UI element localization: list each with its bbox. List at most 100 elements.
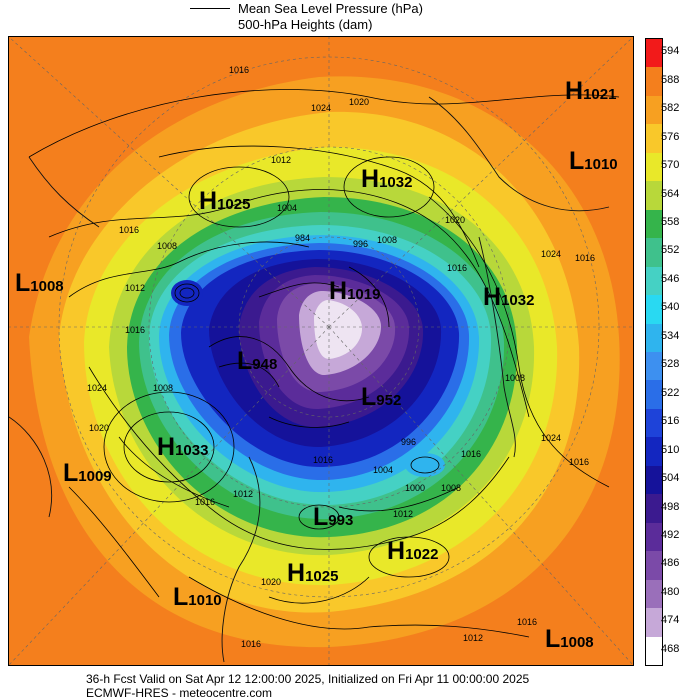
legend-line-swatch <box>190 7 230 9</box>
colorbar-tick-label: 540 <box>661 301 680 314</box>
pressure-low-label: L952 <box>361 383 401 412</box>
isobar-label: 1004 <box>277 203 298 213</box>
colorbar-tick-label: 558 <box>661 215 680 228</box>
pressure-high-label: H1032 <box>483 283 534 312</box>
isobar-label: 1008 <box>153 383 174 393</box>
colorbar-swatch <box>646 494 662 524</box>
colorbar-swatch <box>646 39 662 68</box>
colorbar-tick-label: 468 <box>661 642 680 655</box>
pressure-high-label: H1022 <box>387 537 438 566</box>
isobar-label: 1012 <box>463 633 484 643</box>
isobar-label: 1016 <box>229 65 250 75</box>
map-legend: Mean Sea Level Pressure (hPa) 500-hPa He… <box>190 0 490 36</box>
system-type: H <box>199 187 218 215</box>
isobar-label: 1008 <box>377 235 398 245</box>
isobar-label: 1008 <box>157 241 178 251</box>
pressure-high-label: H1019 <box>329 277 380 306</box>
colorbar-tick-label: 582 <box>661 102 680 115</box>
isobar-label: 1016 <box>119 225 140 235</box>
colorbar-tick-label: 498 <box>661 500 680 513</box>
colorbar-swatch <box>646 437 662 467</box>
pressure-high-label: H1025 <box>287 559 338 588</box>
colorbar-tick-label: 528 <box>661 358 680 371</box>
map-field-svg <box>9 37 633 665</box>
colorbar-tick-label: 504 <box>661 472 680 485</box>
system-type: L <box>63 459 79 487</box>
isobar-label: 1016 <box>569 457 590 467</box>
isobar-label: 1016 <box>195 497 216 507</box>
colorbar-swatch <box>646 124 662 154</box>
pressure-low-label: L1009 <box>63 459 112 488</box>
isobar-label: 1012 <box>393 509 414 519</box>
colorbar-swatch <box>646 636 662 666</box>
graticule <box>9 37 633 665</box>
isobar-label: 1016 <box>241 639 262 649</box>
system-type: H <box>287 559 306 587</box>
colorbar-swatch <box>646 181 662 211</box>
isobar-label: 1020 <box>89 423 110 433</box>
pressure-high-label: H1025 <box>199 187 250 216</box>
isobar-label: 1016 <box>517 617 538 627</box>
isobar-label: 1024 <box>87 383 108 393</box>
colorbar-tick-label: 516 <box>661 415 680 428</box>
colorbar-tick-label: 510 <box>661 443 680 456</box>
colorbar-tick-label: 486 <box>661 557 680 570</box>
polar-stereographic-map: H1021 L1010 H1032 H1025 L1008 H1019 H103… <box>8 36 634 666</box>
isobar-label: 1020 <box>349 97 370 107</box>
pressure-high-label: H1033 <box>157 433 208 462</box>
colorbar-swatch <box>646 152 662 182</box>
colorbar-tick-label: 588 <box>661 73 680 86</box>
system-type: H <box>483 283 502 311</box>
colorbar-swatch <box>646 295 662 325</box>
system-type: L <box>361 383 377 411</box>
system-type: H <box>361 165 380 193</box>
isobar-label: 1024 <box>311 103 332 113</box>
system-value: 1010 <box>584 156 618 173</box>
legend-heights-label: 500-hPa Heights (dam) <box>238 16 373 32</box>
pressure-high-label: H1021 <box>565 77 616 106</box>
colorbar-swatch <box>646 238 662 268</box>
isobar-label: 1000 <box>405 483 426 493</box>
isobar-label: 984 <box>295 233 311 243</box>
legend-mslp: Mean Sea Level Pressure (hPa) <box>190 0 423 16</box>
system-value: 948 <box>252 356 278 373</box>
system-value: 1021 <box>583 86 617 103</box>
system-type: L <box>15 269 31 297</box>
colorbar-tick-label: 480 <box>661 585 680 598</box>
system-value: 952 <box>376 392 402 409</box>
colorbar-swatch <box>646 266 662 296</box>
legend-mslp-label: Mean Sea Level Pressure (hPa) <box>238 0 423 16</box>
isobar-label: 1012 <box>125 283 146 293</box>
model-source-text: ECMWF-HRES - meteocentre.com <box>86 686 273 700</box>
system-type: H <box>157 433 176 461</box>
system-value: 1022 <box>405 546 439 563</box>
isobar-label: 1024 <box>541 433 562 443</box>
system-value: 1033 <box>175 442 209 459</box>
colorbar-swatch <box>646 95 662 125</box>
isobar-label: 1012 <box>233 489 254 499</box>
system-type: H <box>329 277 348 305</box>
colorbar-swatch <box>646 352 662 381</box>
system-type: H <box>565 77 584 105</box>
pressure-low-label: L993 <box>313 503 353 532</box>
colorbar-tick-label: 534 <box>661 329 680 342</box>
colorbar-swatch <box>646 608 662 638</box>
colorbar-tick-label: 546 <box>661 272 680 285</box>
isobar-label: 1016 <box>575 253 596 263</box>
legend-heights: 500-hPa Heights (dam) <box>238 16 372 32</box>
colorbar-tick-label: 564 <box>661 187 680 200</box>
height-colorbar <box>645 38 663 666</box>
isobar-label: 1020 <box>445 215 466 225</box>
system-type: H <box>387 537 406 565</box>
isobar-label: 996 <box>401 437 417 447</box>
map-footer: 36-h Fcst Valid on Sat Apr 12 12:00:00 2… <box>86 672 529 700</box>
system-value: 1008 <box>560 634 594 651</box>
pressure-low-label: L1008 <box>15 269 64 298</box>
system-type: L <box>569 147 585 175</box>
isobar-label: 1008 <box>441 483 462 493</box>
isobar-label: 1004 <box>373 465 394 475</box>
forecast-valid-text: 36-h Fcst Valid on Sat Apr 12 12:00:00 2… <box>86 672 530 686</box>
pressure-low-label: L1010 <box>173 583 222 612</box>
isobar-label: 1012 <box>271 155 292 165</box>
system-value: 1019 <box>347 286 381 303</box>
